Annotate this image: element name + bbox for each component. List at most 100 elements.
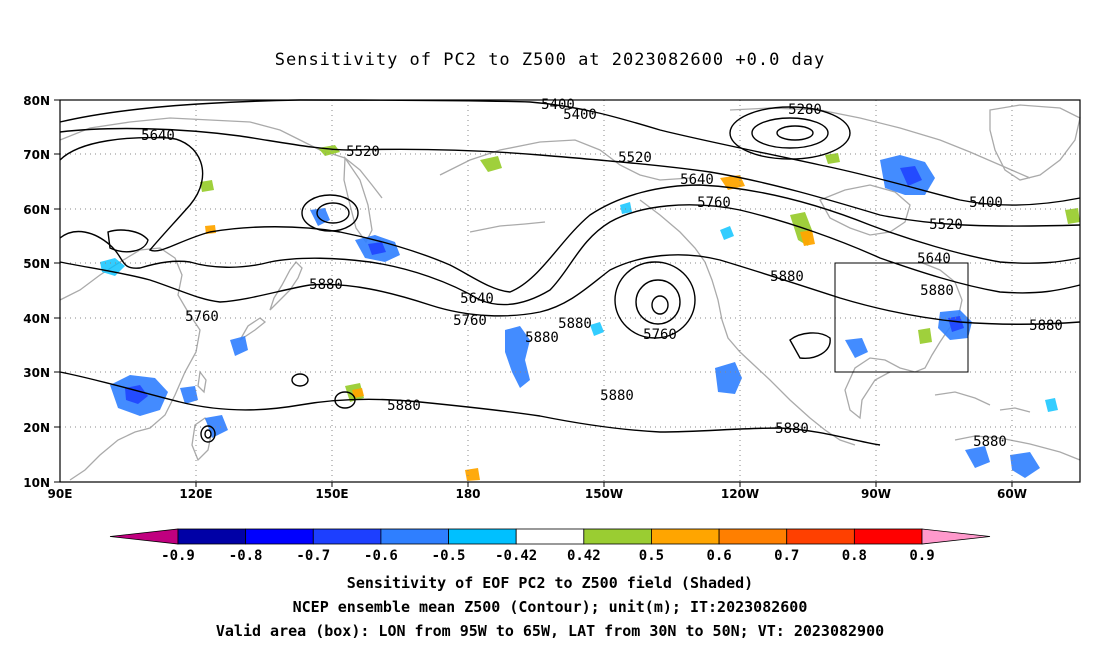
- colorbar-swatch: [583, 528, 652, 545]
- colorbar-swatch: [177, 528, 247, 545]
- colorbar-label: 0.7: [774, 548, 799, 564]
- lon-label: 120W: [721, 487, 759, 501]
- coast-taiwan: [197, 370, 207, 394]
- low-kamchatka-outer: [301, 194, 359, 232]
- lat-label: 50N: [23, 257, 50, 271]
- colorbar-label: 0.9: [909, 548, 934, 564]
- colorbar-label: -0.42: [495, 548, 537, 564]
- ring-w2: [291, 373, 309, 387]
- low-pacific-inner: [651, 295, 669, 315]
- colorbar-label: -0.8: [229, 548, 263, 564]
- contour-5880-south: [59, 371, 881, 446]
- lon-ticks: [195, 482, 1013, 487]
- contour-label: 5520: [618, 150, 652, 166]
- colorbar-swatch: [448, 528, 517, 545]
- contour-label: 5760: [185, 309, 219, 325]
- lat-ticks: [54, 99, 60, 483]
- contour-label: 5520: [929, 217, 963, 233]
- coast-asia: [59, 247, 201, 481]
- contour-label: 5880: [1029, 318, 1063, 334]
- colorbar-swatch: [718, 528, 788, 545]
- lat-label: 20N: [23, 421, 50, 435]
- contour-label: 5400: [563, 107, 597, 123]
- colorbar-arrow-high: [921, 528, 991, 545]
- colorbar-label: -0.7: [296, 548, 330, 564]
- ring-sw: [200, 425, 216, 443]
- low-arctic-mid: [751, 117, 829, 149]
- contour-5520: [59, 127, 1081, 227]
- contour-label: 5520: [346, 144, 380, 160]
- contour-5880: [59, 254, 1081, 325]
- contour-label-layer: 5400 5400 5280 5640 5520 5520 5640 5760 …: [141, 97, 1063, 437]
- coastlines: [59, 104, 1081, 481]
- contour-label: 5640: [917, 251, 951, 267]
- coast-greenland: [989, 104, 1081, 181]
- colorbar-swatch: [786, 528, 855, 545]
- lon-label: 150E: [315, 487, 348, 501]
- lon-label: 120E: [179, 487, 212, 501]
- shade-light-blue: [100, 202, 1058, 412]
- low-arctic-inner: [776, 125, 814, 141]
- coast-kyushu: [239, 317, 267, 341]
- contour-label: 5400: [541, 97, 575, 113]
- contour-label: 5880: [973, 434, 1007, 450]
- contour-label: 5880: [920, 283, 954, 299]
- colorbar-arrow-low: [109, 528, 179, 545]
- lon-label: 150W: [585, 487, 623, 501]
- coast-na-east: [844, 261, 963, 420]
- closed-5880-east: [789, 332, 831, 359]
- ring-sw-inner: [204, 429, 212, 439]
- colorbar-label: 0.5: [639, 548, 664, 564]
- lon-label: 180: [455, 487, 480, 501]
- contour-label: 5640: [141, 128, 175, 144]
- colorbar-label: 0.8: [842, 548, 867, 564]
- coast-na-west: [639, 199, 856, 446]
- contour-5640: [59, 136, 1081, 293]
- lat-label: 70N: [23, 148, 50, 162]
- colorbar-swatch: [312, 528, 382, 545]
- contour-label: 5880: [775, 421, 809, 437]
- contour-label: 5880: [770, 269, 804, 285]
- low-pacific-outer: [614, 261, 696, 339]
- colorbar-swatch: [853, 528, 923, 545]
- coast-cuba: [934, 391, 991, 406]
- colorbar-swatch: [651, 528, 720, 545]
- shading-regions: [100, 145, 1080, 481]
- contour-label: 5880: [387, 398, 421, 414]
- contour-label: 5880: [558, 316, 592, 332]
- lat-label: 30N: [23, 366, 50, 380]
- colorbar-swatch: [515, 528, 585, 545]
- lat-axis: 80N 70N 60N 50N 40N 30N 20N 10N: [23, 94, 50, 490]
- contour-label: 5880: [309, 277, 343, 293]
- lon-axis: 90E 120E 150E 180 150W 120W 90W 60W: [48, 487, 1027, 501]
- contour-label: 5400: [969, 195, 1003, 211]
- lon-label: 90E: [48, 487, 73, 501]
- contour-label: 5880: [600, 388, 634, 404]
- lat-label: 10N: [23, 476, 50, 490]
- lon-label: 90W: [861, 487, 891, 501]
- colorbar-swatch: [380, 528, 449, 545]
- plot-frame: [59, 99, 1081, 483]
- colorbar-label: 0.6: [706, 548, 731, 564]
- lon-label: 60W: [997, 487, 1027, 501]
- lat-label: 60N: [23, 203, 50, 217]
- contour-label: 5880: [525, 330, 559, 346]
- contour-label: 5760: [697, 195, 731, 211]
- colorbar-label: 0.42: [567, 548, 601, 564]
- shade-negative-dark: [125, 166, 964, 404]
- coast-hispaniola: [999, 407, 1031, 413]
- coast-south-america: [954, 435, 1081, 461]
- contour-label: 5640: [680, 172, 714, 188]
- contour-label: 5760: [643, 327, 677, 343]
- coast-hudson: [819, 184, 911, 236]
- lat-label: 40N: [23, 312, 50, 326]
- footer-contour-description: NCEP ensemble mean Z500 (Contour); unit(…: [292, 598, 808, 616]
- contour-label: 5640: [460, 291, 494, 307]
- colorbar-label: -0.5: [432, 548, 466, 564]
- coast-alaska: [439, 139, 691, 181]
- chart-title: Sensitivity of PC2 to Z500 at 2023082600…: [274, 50, 826, 70]
- low-kamchatka-inner: [316, 202, 350, 224]
- shade-positive-orange: [205, 175, 815, 481]
- coast-arctic: [729, 107, 1031, 179]
